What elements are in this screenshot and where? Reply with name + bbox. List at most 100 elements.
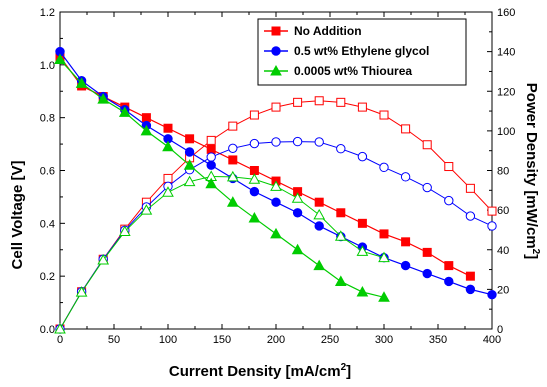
power-point [400, 172, 411, 182]
power-point [249, 138, 260, 149]
y-right-tick-label: 140 [497, 47, 515, 59]
power-point [291, 192, 304, 203]
voltage-point [248, 212, 261, 223]
power-point [54, 322, 66, 334]
power-point [356, 245, 369, 256]
power-point [206, 152, 216, 162]
power-point [293, 97, 303, 107]
voltage-point [378, 291, 390, 302]
power-point [422, 140, 432, 150]
power-point [228, 121, 238, 131]
power-point [336, 97, 346, 107]
voltage-point [140, 124, 153, 136]
power-point [336, 144, 346, 154]
legend-label: 0.0005 wt% Thiourea [294, 64, 412, 78]
voltage-line [59, 51, 493, 296]
voltage-point [226, 196, 239, 207]
voltage-point [422, 247, 432, 257]
power-point [314, 137, 324, 147]
voltage-point [356, 285, 369, 297]
power-point [206, 135, 216, 145]
power-point [313, 208, 326, 220]
voltage-point [271, 197, 281, 207]
power-point [118, 225, 131, 237]
y-axis-right-title-end: ] [523, 254, 540, 259]
y-left-tick-label: 0.0 [40, 324, 55, 336]
voltage-point [183, 159, 196, 170]
y-left-tick-label: 1.2 [40, 7, 55, 19]
voltage-line [59, 59, 385, 298]
legend-box [257, 18, 467, 86]
voltage-point [400, 260, 411, 271]
power-point [271, 102, 281, 112]
power-point [163, 173, 173, 183]
power-line [59, 100, 493, 330]
y-axis-right-title: Power Density [mW/cm2] [523, 83, 541, 259]
x-tick-label: 150 [213, 334, 231, 346]
power-point [292, 136, 303, 147]
series-1 [55, 52, 497, 334]
x-tick-label: 200 [267, 334, 285, 346]
x-tick-label: 350 [429, 334, 447, 346]
y-right-tick-label: 120 [497, 86, 515, 98]
x-tick-label: 250 [321, 334, 339, 346]
y-right-tick-label: 20 [497, 284, 509, 296]
power-point [379, 110, 389, 120]
x-axis-title-sup: 2 [341, 362, 347, 373]
voltage-point [313, 259, 326, 271]
voltage-point [292, 208, 303, 218]
power-point [465, 211, 476, 221]
voltage-point [357, 218, 367, 228]
voltage-point [228, 155, 238, 165]
legend-marker [270, 64, 282, 76]
x-axis-title: Current Density [mA/cm2] [169, 362, 351, 380]
voltage-point [465, 271, 475, 281]
power-point [357, 102, 367, 112]
voltage-point [465, 284, 476, 295]
power-point [444, 195, 454, 206]
power-point [162, 186, 174, 197]
voltage-point [444, 276, 454, 287]
y-right-tick-label: 40 [497, 245, 509, 257]
power-point [226, 170, 239, 182]
power-point [401, 124, 411, 134]
power-point [270, 180, 282, 191]
voltage-point [314, 221, 324, 231]
y-left-tick-label: 0.4 [40, 218, 55, 230]
voltage-point [97, 93, 110, 104]
y-right-tick-label: 80 [497, 166, 509, 178]
y-right-tick-label: 100 [497, 126, 515, 138]
power-point [228, 143, 238, 154]
legend-label: 0.5 wt% Ethylene glycol [294, 44, 429, 58]
voltage-point [336, 208, 346, 218]
power-point [465, 183, 475, 193]
x-tick-label: 0 [57, 334, 63, 346]
y-right-tick-label: 0 [497, 324, 503, 336]
voltage-point [206, 160, 216, 170]
power-point [487, 221, 497, 231]
power-point [444, 162, 454, 172]
x-tick-label: 400 [483, 334, 501, 346]
y-left-tick-label: 0.8 [40, 113, 55, 125]
voltage-point [401, 237, 411, 247]
power-point [314, 96, 324, 106]
voltage-point [249, 186, 260, 197]
voltage-point [205, 177, 218, 189]
x-axis-title-end: ] [346, 363, 351, 380]
y-axis-right-title-sup: 2 [530, 249, 541, 255]
y-right-tick-label: 160 [497, 7, 515, 19]
x-tick-label: 300 [375, 334, 393, 346]
power-point [75, 286, 88, 297]
voltage-point [314, 197, 324, 207]
voltage-point [185, 134, 195, 144]
voltage-point [75, 77, 88, 88]
x-axis-title-main: Current Density [mA/cm [169, 363, 341, 380]
power-point [97, 254, 110, 265]
power-point [248, 173, 261, 184]
power-line [59, 175, 385, 330]
voltage-point [334, 275, 347, 286]
y-axis-right-title-main: Power Density [mW/cm [523, 83, 540, 249]
y-left-tick-label: 0.2 [40, 271, 55, 283]
voltage-point [206, 144, 216, 154]
